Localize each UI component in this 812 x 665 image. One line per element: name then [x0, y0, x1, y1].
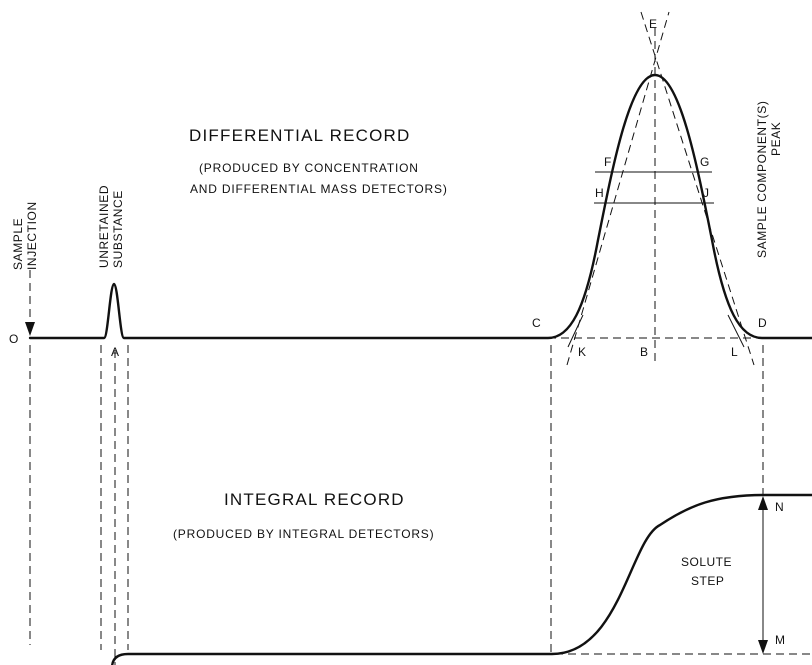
point-f: F [604, 155, 612, 169]
tick-l [727, 314, 745, 348]
injection-arrowhead [25, 322, 35, 336]
solute-label-2: STEP [691, 574, 724, 588]
point-k: K [578, 345, 587, 359]
point-b: B [640, 345, 649, 359]
tangent-right [640, 11, 755, 366]
point-o: O [9, 332, 19, 346]
arrowhead-n [758, 496, 768, 510]
point-m: M [775, 633, 786, 647]
unretained-label-1: UNRETAINED [97, 185, 111, 268]
point-n: N [775, 500, 784, 514]
differential-subtitle-2: AND DIFFERENTIAL MASS DETECTORS) [190, 182, 448, 196]
integral-curve [111, 493, 812, 665]
solute-label-1: SOLUTE [681, 555, 732, 569]
point-c: C [532, 316, 541, 330]
differential-subtitle-1: (PRODUCED BY CONCENTRATION [199, 161, 419, 175]
point-l: L [731, 345, 738, 359]
sample-injection-label-1: SAMPLE [11, 218, 25, 270]
point-g: G [700, 155, 710, 169]
components-label-1: SAMPLE COMPONENT(S) [755, 101, 769, 258]
tangent-left [566, 11, 670, 366]
sample-injection-label-2: INJECTION [25, 201, 39, 270]
integral-title: INTEGRAL RECORD [224, 490, 405, 509]
arrowhead-m [758, 640, 768, 654]
point-e: E [649, 17, 658, 31]
point-h: H [595, 186, 604, 200]
point-j: J [703, 186, 710, 200]
components-label-2: PEAK [769, 122, 783, 156]
integral-subtitle: (PRODUCED BY INTEGRAL DETECTORS) [173, 527, 434, 541]
unretained-label-2: SUBSTANCE [111, 190, 125, 268]
tick-k [567, 314, 584, 348]
differential-title: DIFFERENTIAL RECORD [189, 126, 410, 145]
differential-curve [28, 73, 812, 340]
point-a: A [111, 345, 120, 359]
point-d: D [758, 316, 767, 330]
